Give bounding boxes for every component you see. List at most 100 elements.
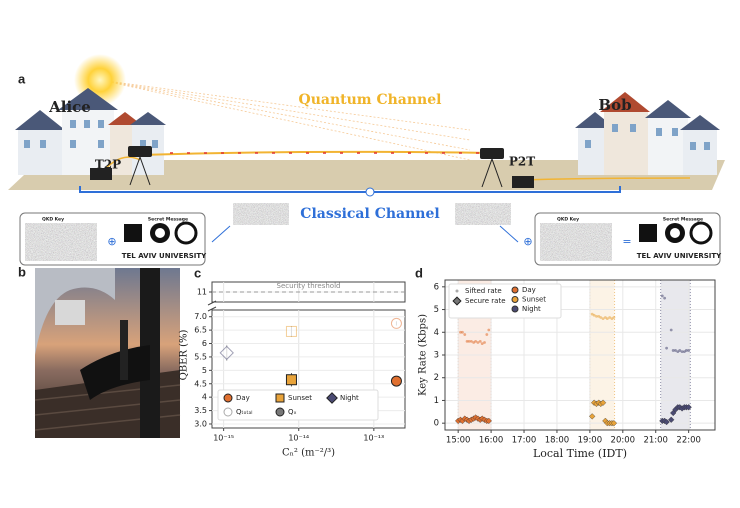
y-tick-label: 1 [434, 396, 439, 406]
marker [485, 417, 492, 425]
sifted-point [461, 330, 464, 334]
cipher-image [455, 203, 511, 225]
x-tick-label: 18:00 [545, 436, 570, 446]
legend-label: Qₜₒₜₐₗ [236, 408, 252, 416]
marker [599, 399, 607, 406]
shape [604, 112, 648, 175]
bob-label: Bob [598, 96, 631, 114]
marker [326, 392, 338, 404]
shape [140, 140, 146, 148]
arrow [211, 225, 231, 243]
threshold-label: Security threshold [277, 282, 341, 290]
legend-label: Day [236, 394, 250, 402]
shape [40, 140, 46, 148]
x-axis-label: Local Time (IDT) [533, 447, 627, 460]
legend-box [448, 283, 562, 319]
sifted-point [608, 316, 612, 319]
shape [80, 345, 150, 400]
shape [480, 148, 504, 159]
shape [98, 120, 104, 128]
shape [656, 128, 662, 136]
marker [511, 305, 519, 313]
marker [285, 325, 297, 337]
marker [390, 375, 402, 387]
y-tick-label: 3.0 [194, 419, 207, 428]
marker [511, 286, 519, 294]
marker [668, 416, 675, 423]
xor: ⊕ [523, 235, 532, 248]
y-tick-label: 6 [202, 339, 207, 348]
equals: = [622, 235, 631, 248]
y-tick-label: 3.5 [194, 406, 207, 415]
message-label: Secret Message [663, 217, 703, 223]
sifted-point [474, 339, 478, 343]
shape [630, 124, 636, 132]
shape [585, 140, 591, 148]
shape [108, 112, 142, 125]
photo [34, 268, 181, 438]
p2t-label: P2T [509, 155, 535, 169]
shape [99, 79, 471, 151]
shape [129, 156, 141, 186]
shape [704, 142, 710, 150]
sifted-point [680, 350, 684, 353]
x-tick-label: 21:00 [643, 436, 668, 446]
message-label: Secret Message [148, 217, 188, 223]
x-tick-label: 10⁻¹⁵ [213, 434, 234, 443]
panel-label: a [18, 71, 26, 86]
sifted-point [601, 317, 605, 321]
shape [639, 224, 657, 242]
sifted-point [678, 349, 682, 352]
y-tick-label: 6 [434, 282, 439, 292]
sifted-point [665, 346, 668, 350]
plot-frame [211, 309, 406, 429]
marker [589, 413, 596, 420]
sifted-point [599, 316, 603, 319]
marker [223, 393, 233, 403]
marker [610, 420, 618, 427]
marker [275, 407, 285, 417]
sifted-point [684, 349, 688, 352]
classical-link [79, 186, 621, 193]
sifted-point [671, 349, 675, 352]
shape [670, 228, 680, 238]
shape [120, 320, 128, 380]
shape [35, 268, 115, 355]
cipher-image [233, 203, 289, 225]
marker [663, 418, 670, 426]
logo [639, 221, 713, 245]
marker [223, 407, 233, 417]
legend-label: Sifted rate [465, 287, 502, 295]
y-tick-label: 2 [434, 373, 439, 383]
marker [285, 374, 297, 386]
y-tick-label: 5.5 [194, 352, 207, 361]
y-tick-label: 4 [202, 393, 207, 402]
logo [124, 221, 198, 245]
shape [70, 120, 76, 128]
y-tick-label: 4 [434, 328, 439, 338]
plot-frame [444, 279, 716, 431]
shape [491, 158, 503, 188]
y-tick-label: 5 [202, 366, 207, 375]
telescopes [90, 146, 534, 188]
x-tick-label: 15:00 [446, 436, 471, 446]
legend-label: Night [340, 394, 359, 402]
sifted-point [463, 333, 467, 336]
sifted-point [480, 342, 484, 346]
bob-houses [575, 92, 720, 175]
sifted-point [669, 328, 673, 332]
legend-label: Night [522, 305, 541, 313]
legend-label: Secure rate [465, 297, 506, 305]
marker [452, 296, 462, 306]
legend-box [217, 389, 379, 421]
sifted-point [478, 339, 482, 343]
legend-label: Day [522, 286, 536, 294]
sifted-point [459, 330, 462, 334]
y-tick-label: 5 [434, 305, 439, 315]
x-tick-label: 17:00 [512, 436, 537, 446]
marker [390, 317, 402, 329]
link-node [365, 187, 375, 197]
y-tick-label: 7.0 [194, 312, 207, 321]
legend-label: Qₓ [288, 408, 297, 416]
logo-text: TEL AVIV UNIVERSITY [122, 252, 207, 260]
